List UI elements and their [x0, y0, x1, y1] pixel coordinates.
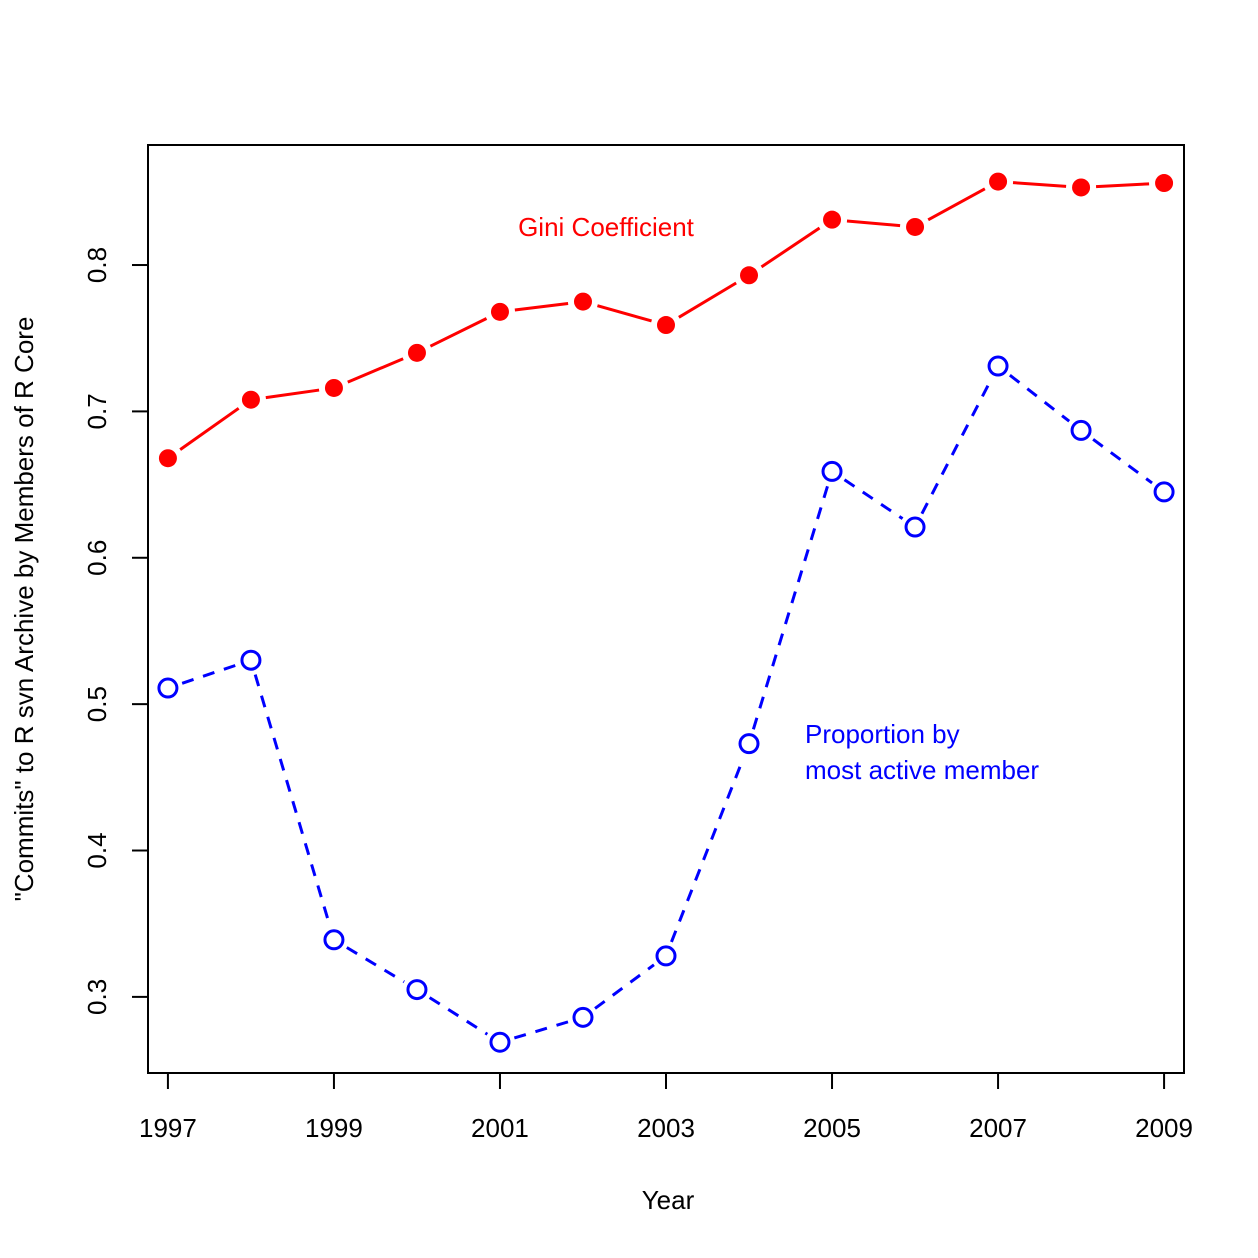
series-0-segment-6: [678, 281, 737, 319]
plot-frame: [147, 144, 1185, 1074]
series-0-segment-2: [347, 357, 404, 384]
series-1-segment-10: [1008, 374, 1071, 423]
series-0-point-2007: [989, 172, 1008, 191]
x-tick-label-2007: 2007: [969, 1113, 1027, 1143]
series-0-segment-9: [927, 187, 986, 222]
series-1-segment-8: [843, 478, 904, 520]
series-1-point-2006: [904, 516, 926, 538]
series-1-point-2007: [987, 355, 1009, 377]
series-1-segment-7: [751, 485, 830, 730]
series-0-point-2008: [1072, 178, 1091, 197]
series-0-segment-10: [1012, 181, 1067, 188]
x-tick-label-2003: 2003: [637, 1113, 695, 1143]
series-1-point-2008: [1070, 419, 1092, 441]
series-0-segment-4: [514, 301, 569, 312]
series-1-point-2002: [572, 1006, 594, 1028]
y-tick-label-0.5: 0.5: [82, 686, 112, 722]
proportion-annotation-line1: Proportion by: [805, 719, 960, 749]
series-0-segment-8: [846, 219, 901, 228]
x-axis: 1997 1999 2001 2003 2005 2007 2009: [139, 1072, 1193, 1143]
series-0: [158, 172, 1174, 468]
series-1-segment-1: [253, 674, 332, 926]
series-1-segment-6: [670, 757, 745, 943]
series-1-segment-4: [513, 1020, 570, 1040]
series-1-segment-11: [1092, 438, 1153, 485]
proportion-annotation-line2: most active member: [805, 755, 1039, 785]
series-1-point-2004: [738, 733, 760, 755]
series-0-segment-1: [265, 388, 320, 400]
series-0-point-2004: [740, 266, 759, 285]
y-tick-label-0.4: 0.4: [82, 832, 112, 868]
series-1-point-2009: [1153, 481, 1175, 503]
series-0-point-1998: [241, 390, 260, 409]
series-0-point-2001: [490, 302, 509, 321]
series-1: [157, 355, 1175, 1053]
series-1-point-2000: [406, 979, 428, 1001]
series-1-segment-5: [594, 963, 655, 1010]
y-tick-label-0.8: 0.8: [82, 247, 112, 283]
series-0-segment-11: [1095, 182, 1150, 189]
series-1-point-1998: [240, 649, 262, 671]
series-1-segment-9: [920, 378, 993, 515]
y-tick-label-0.6: 0.6: [82, 540, 112, 576]
x-tick-label-2009: 2009: [1135, 1113, 1193, 1143]
y-tick-label-0.7: 0.7: [82, 393, 112, 429]
series-1-segment-3: [428, 996, 489, 1036]
series-0-point-2000: [407, 343, 426, 362]
x-tick-label-2005: 2005: [803, 1113, 861, 1143]
series-1-segment-0: [181, 663, 238, 685]
series-0-point-2002: [573, 292, 592, 311]
series-0-segment-7: [760, 226, 821, 269]
x-tick-label-2001: 2001: [471, 1113, 529, 1143]
series-0-point-2006: [906, 217, 925, 236]
y-tick-label-0.3: 0.3: [82, 979, 112, 1015]
series-0-point-2003: [657, 316, 675, 335]
series-0-point-2009: [1155, 174, 1174, 193]
series-1-point-1999: [323, 929, 345, 951]
series-1-point-1997: [157, 677, 179, 699]
x-tick-label-1997: 1997: [139, 1113, 197, 1143]
series-1-point-2001: [489, 1031, 511, 1053]
series-layer: [157, 172, 1175, 1053]
series-0-point-2005: [823, 210, 842, 229]
series-1-point-2005: [821, 460, 843, 482]
series-0-segment-0: [179, 407, 240, 451]
gini-annotation: Gini Coefficient: [518, 212, 695, 242]
series-0-segment-3: [429, 317, 488, 348]
series-0-segment-5: [597, 304, 652, 323]
series-1-point-2003: [655, 945, 677, 967]
series-0-point-1999: [324, 378, 343, 397]
y-axis-label: "Commits" to R svn Archive by Members of…: [9, 317, 39, 902]
x-axis-label: Year: [642, 1185, 695, 1215]
x-tick-label-1999: 1999: [305, 1113, 363, 1143]
series-0-point-1997: [158, 449, 177, 468]
y-axis: 0.3 0.4 0.5 0.6 0.7 0.8: [82, 247, 149, 1015]
series-1-segment-2: [346, 946, 405, 984]
